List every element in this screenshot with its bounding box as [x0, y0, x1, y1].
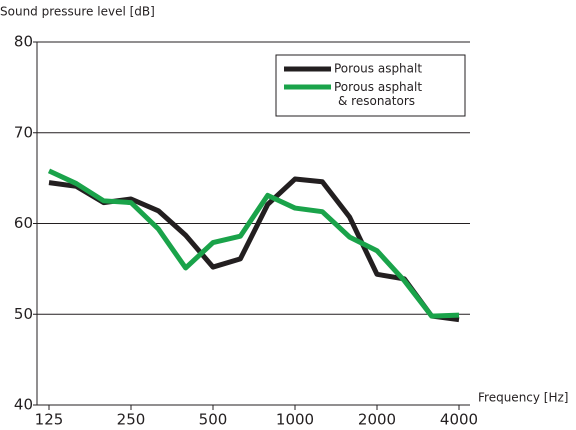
y-tick-label: 40 — [14, 396, 33, 414]
x-tick-label: 2000 — [358, 411, 396, 429]
legend-label: Porous asphalt — [334, 62, 422, 76]
x-tick-label: 4000 — [440, 411, 478, 429]
y-tick-label: 80 — [14, 33, 33, 51]
x-tick-label: 500 — [199, 411, 228, 429]
x-tick-label: 1000 — [276, 411, 314, 429]
y-tick-label: 60 — [14, 214, 33, 232]
y-tick-label: 70 — [14, 123, 33, 141]
y-axis-label: Sound pressure level [dB] — [0, 5, 155, 19]
x-axis-label: Frequency [Hz] — [478, 391, 569, 405]
x-tick-label: 250 — [117, 411, 146, 429]
legend-label: Porous asphalt & resonators — [334, 80, 422, 108]
x-tick-label: 125 — [35, 411, 64, 429]
y-tick-label: 50 — [14, 305, 33, 323]
series-line — [47, 168, 460, 319]
legend-line: & resonators — [338, 94, 415, 108]
legend-line: Porous asphalt — [334, 80, 422, 94]
